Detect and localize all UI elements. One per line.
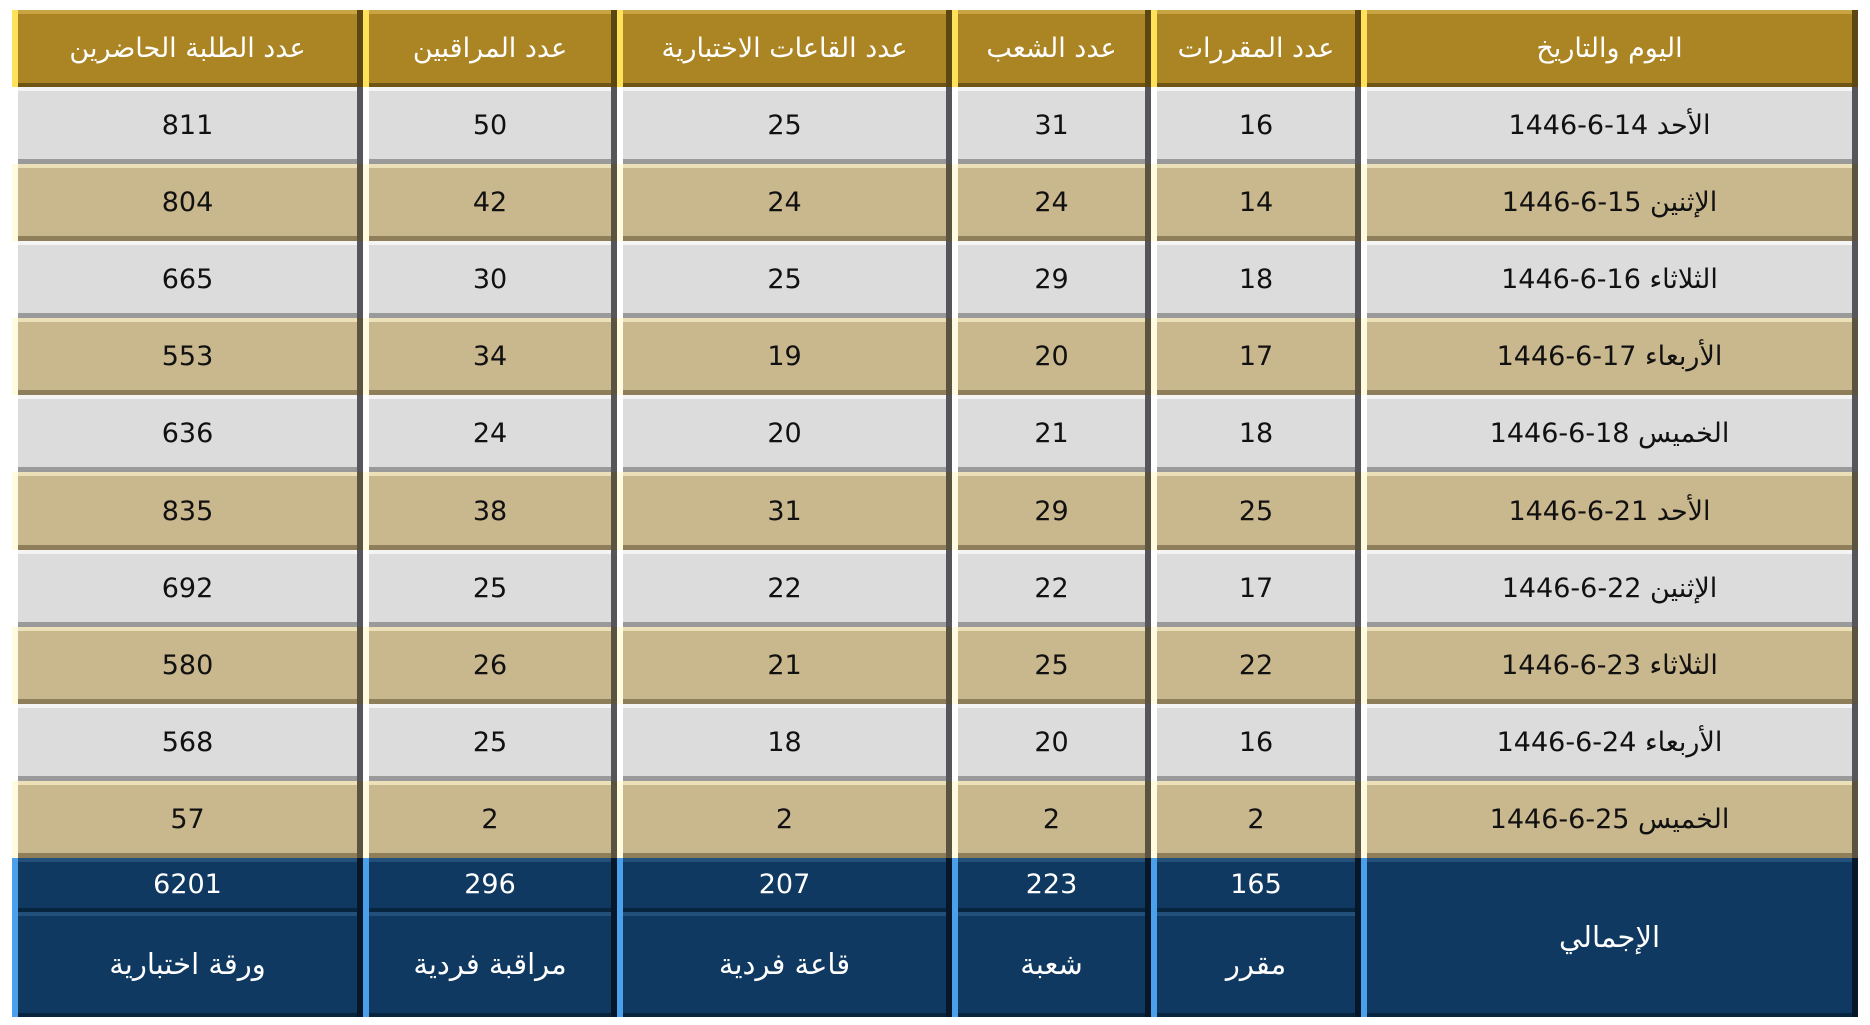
- header-date: اليوم والتاريخ: [1361, 10, 1858, 87]
- cell-halls: 18: [617, 703, 952, 781]
- cell-date: الأربعاء 24-6-1446: [1361, 703, 1858, 781]
- cell-date: الخميس 18-6-1446: [1361, 395, 1858, 473]
- cell-sections: 24: [952, 164, 1151, 242]
- cell-proctors: 34: [363, 318, 617, 396]
- cell-proctors: 26: [363, 626, 617, 704]
- cell-courses: 25: [1151, 472, 1361, 550]
- cell-proctors: 38: [363, 472, 617, 550]
- cell-halls: 19: [617, 318, 952, 396]
- header-sections: عدد الشعب: [952, 10, 1151, 87]
- cell-proctors: 30: [363, 241, 617, 319]
- cell-sections: 29: [952, 472, 1151, 550]
- cell-proctors: 2: [363, 780, 617, 858]
- cell-sections: 2: [952, 780, 1151, 858]
- cell-sections: 20: [952, 318, 1151, 396]
- cell-sections: 20: [952, 703, 1151, 781]
- cell-courses: 17: [1151, 318, 1361, 396]
- total-courses: 165: [1151, 857, 1361, 912]
- header-courses: عدد المقررات: [1151, 10, 1361, 87]
- cell-students: 665: [12, 241, 363, 319]
- total-proctors: 296: [363, 857, 617, 912]
- total-students: 6201: [12, 857, 363, 912]
- cell-halls: 25: [617, 241, 952, 319]
- cell-sections: 21: [952, 395, 1151, 473]
- cell-proctors: 50: [363, 87, 617, 165]
- cell-date: الثلاثاء 23-6-1446: [1361, 626, 1858, 704]
- cell-halls: 21: [617, 626, 952, 704]
- cell-courses: 18: [1151, 241, 1361, 319]
- total-sections: 223: [952, 857, 1151, 912]
- cell-students: 811: [12, 87, 363, 165]
- cell-halls: 2: [617, 780, 952, 858]
- cell-proctors: 25: [363, 549, 617, 627]
- cell-proctors: 24: [363, 395, 617, 473]
- cell-date: الثلاثاء 16-6-1446: [1361, 241, 1858, 319]
- total-unit-proctors: مراقبة فردية: [363, 911, 617, 1017]
- cell-students: 580: [12, 626, 363, 704]
- cell-halls: 24: [617, 164, 952, 242]
- header-proctors: عدد المراقبين: [363, 10, 617, 87]
- cell-date: الأحد 14-6-1446: [1361, 87, 1858, 165]
- total-unit-sections: شعبة: [952, 911, 1151, 1017]
- cell-students: 57: [12, 780, 363, 858]
- cell-sections: 31: [952, 87, 1151, 165]
- cell-date: الإثنين 15-6-1446: [1361, 164, 1858, 242]
- cell-halls: 31: [617, 472, 952, 550]
- cell-students: 636: [12, 395, 363, 473]
- cell-courses: 16: [1151, 87, 1361, 165]
- cell-students: 835: [12, 472, 363, 550]
- cell-students: 692: [12, 549, 363, 627]
- cell-date: الإثنين 22-6-1446: [1361, 549, 1858, 627]
- cell-sections: 22: [952, 549, 1151, 627]
- total-unit-halls: قاعة فردية: [617, 911, 952, 1017]
- totals-label: الإجمالي: [1361, 857, 1858, 1017]
- cell-halls: 22: [617, 549, 952, 627]
- cell-proctors: 25: [363, 703, 617, 781]
- cell-halls: 20: [617, 395, 952, 473]
- cell-courses: 14: [1151, 164, 1361, 242]
- header-students: عدد الطلبة الحاضرين: [12, 10, 363, 87]
- header-halls: عدد القاعات الاختبارية: [617, 10, 952, 87]
- cell-courses: 2: [1151, 780, 1361, 858]
- cell-students: 804: [12, 164, 363, 242]
- cell-courses: 18: [1151, 395, 1361, 473]
- total-halls: 207: [617, 857, 952, 912]
- cell-proctors: 42: [363, 164, 617, 242]
- total-unit-courses: مقرر: [1151, 911, 1361, 1017]
- cell-date: الأربعاء 17-6-1446: [1361, 318, 1858, 396]
- cell-date: الخميس 25-6-1446: [1361, 780, 1858, 858]
- cell-courses: 22: [1151, 626, 1361, 704]
- cell-sections: 29: [952, 241, 1151, 319]
- cell-courses: 16: [1151, 703, 1361, 781]
- exam-statistics-table: اليوم والتاريخ عدد المقررات عدد الشعب عدد ا…: [12, 10, 1858, 1017]
- cell-students: 553: [12, 318, 363, 396]
- cell-sections: 25: [952, 626, 1151, 704]
- cell-students: 568: [12, 703, 363, 781]
- cell-date: الأحد 21-6-1446: [1361, 472, 1858, 550]
- cell-halls: 25: [617, 87, 952, 165]
- total-unit-students: ورقة اختبارية: [12, 911, 363, 1017]
- cell-courses: 17: [1151, 549, 1361, 627]
